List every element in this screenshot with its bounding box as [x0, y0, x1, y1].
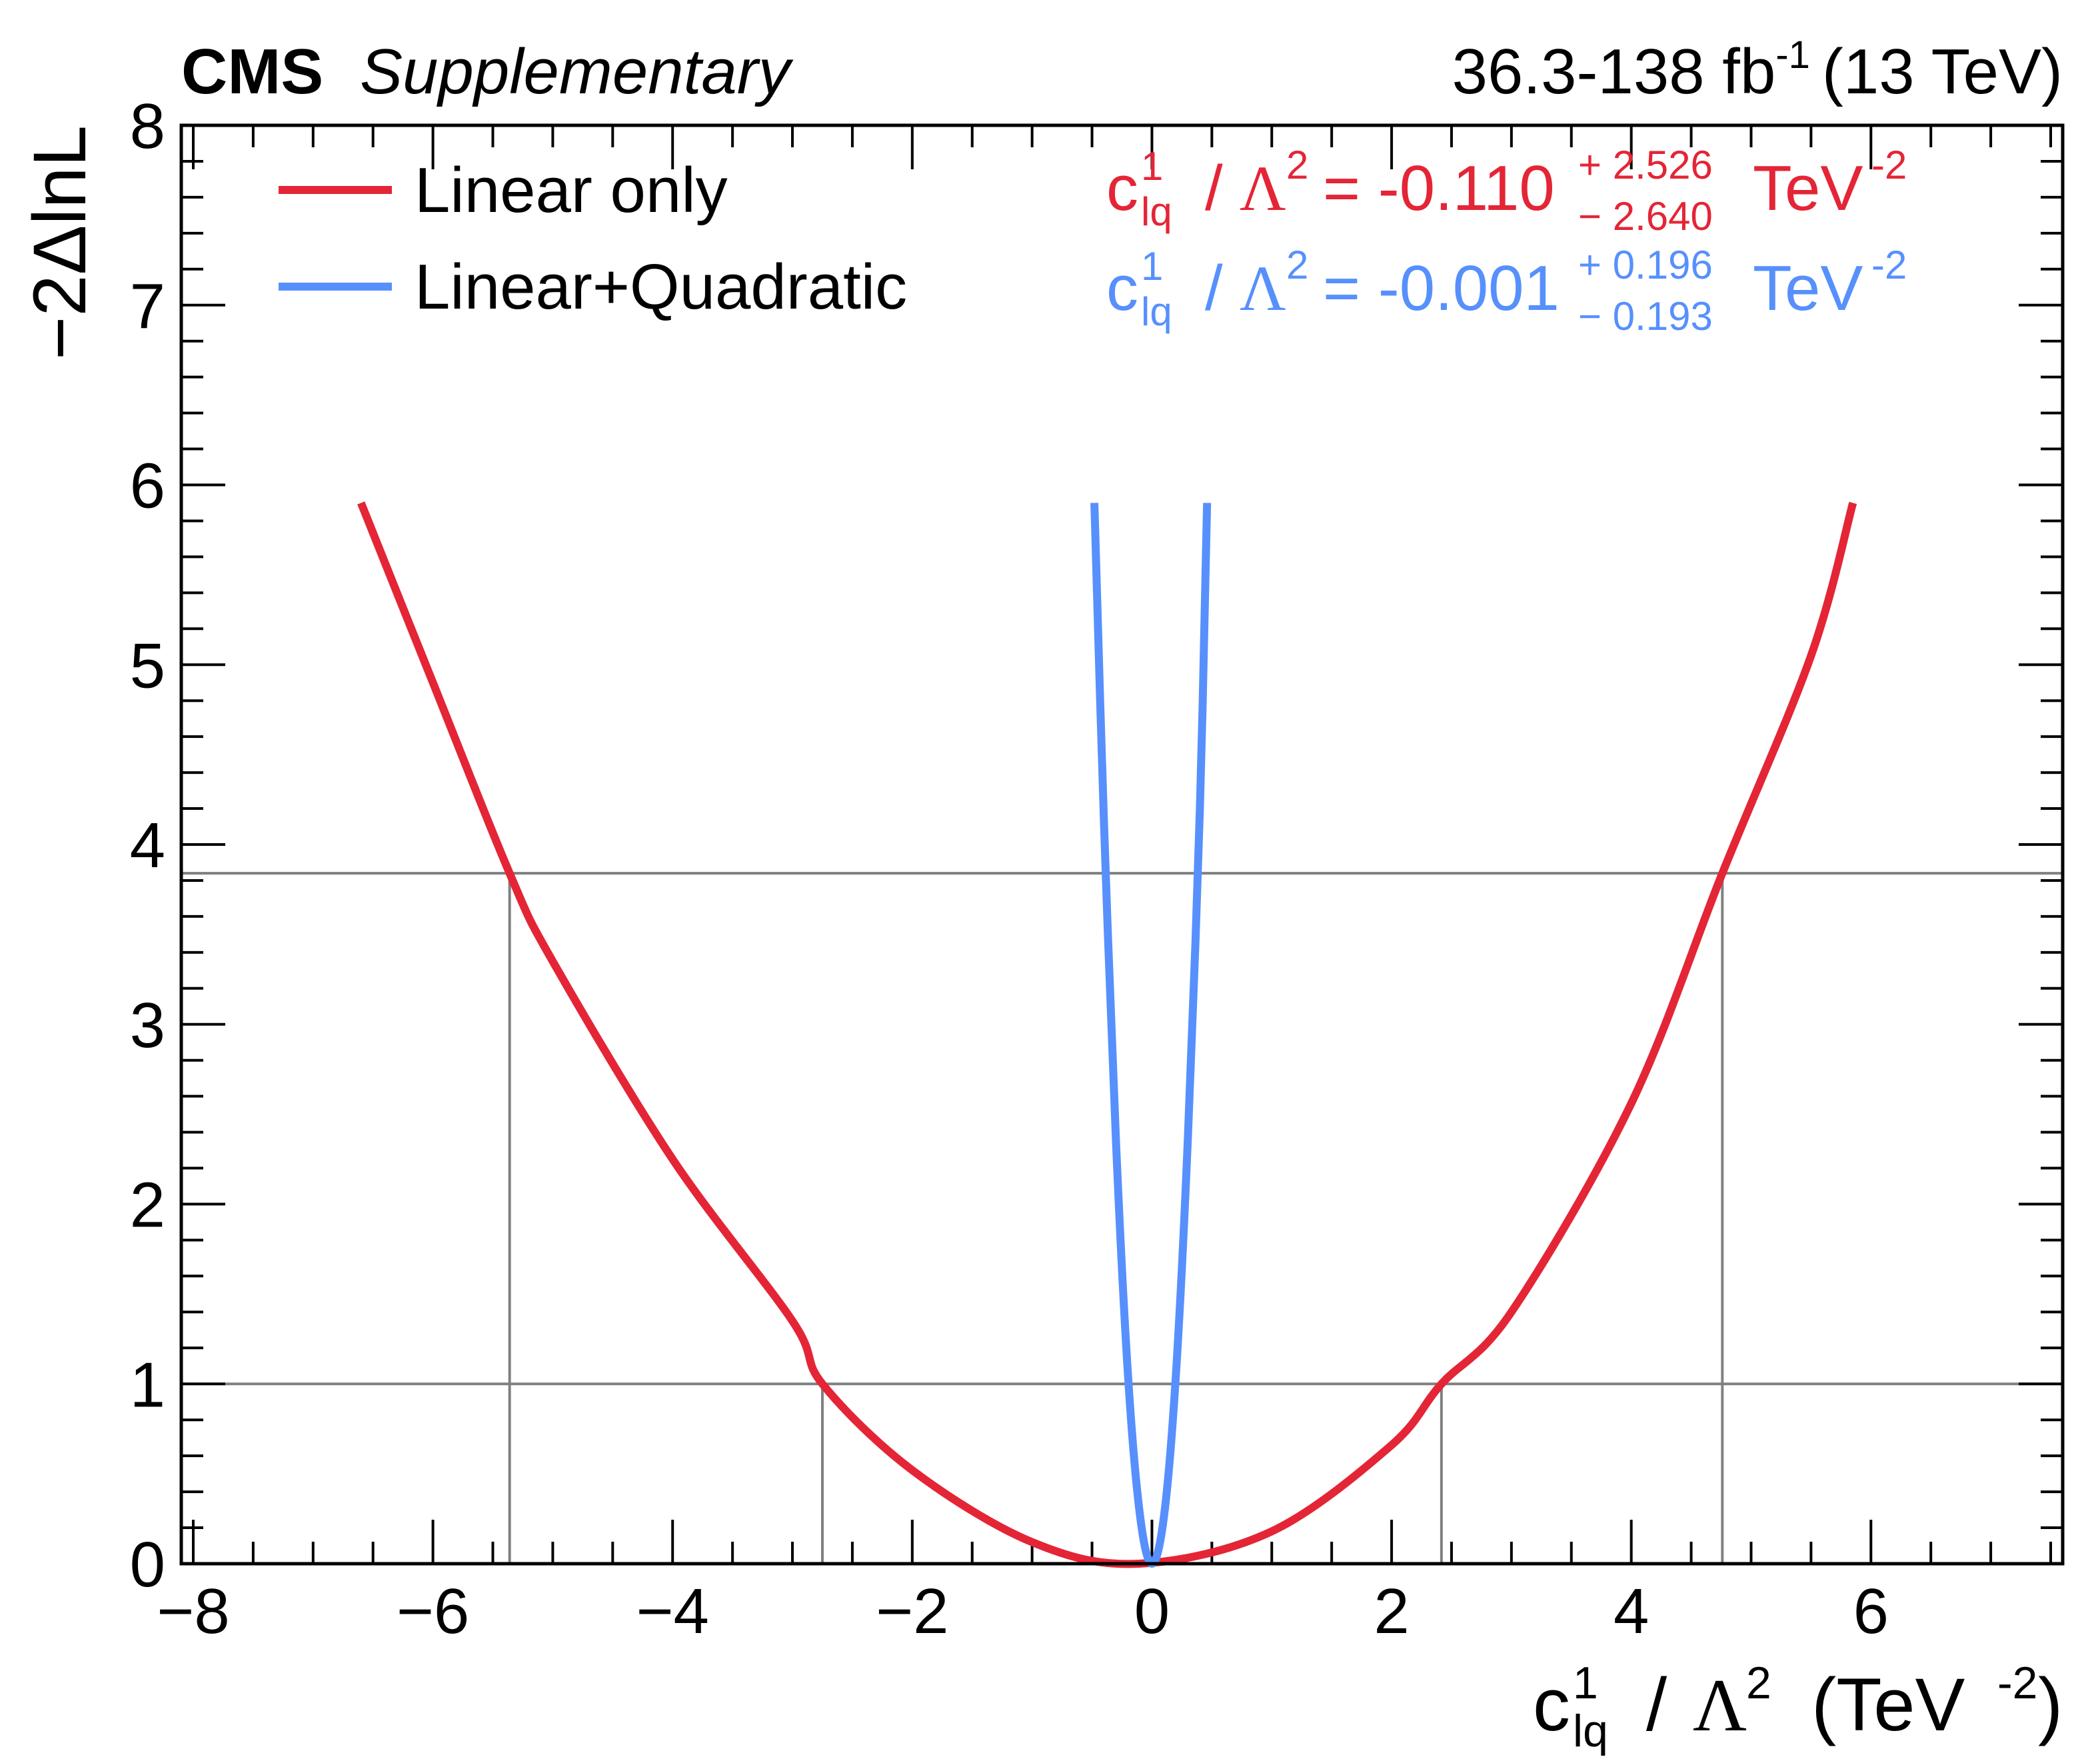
result-coef: c [1106, 153, 1138, 224]
supplementary-label: Supplementary [360, 36, 794, 107]
result-lambda-power: 2 [1286, 243, 1308, 287]
y-tick-label: 1 [130, 1349, 165, 1420]
axis-ticks [181, 124, 2063, 1565]
result-down-error: − 2.640 [1578, 194, 1713, 239]
x-label-lambda-power: 2 [1746, 1658, 1771, 1708]
y-axis-label: −2ΔlnL [18, 125, 101, 360]
result-coef: c [1106, 253, 1138, 324]
legend: Linear only Linear+Quadratic [279, 155, 907, 323]
y-tick-label: 7 [130, 271, 165, 342]
series-line-linear-quadratic [1090, 503, 1212, 1568]
fit-result-linear: c 1 lq / Λ 2 = -0.110 + 2.526 − 2.640 Te… [1106, 143, 1907, 239]
y-tick-label: 0 [130, 1529, 165, 1600]
result-lambda-power: 2 [1286, 143, 1308, 187]
result-lambda: Λ [1240, 253, 1286, 324]
x-tick-label: −2 [876, 1576, 948, 1647]
lumi-energy-label: 36.3-138 fb-1 (13 TeV) [1452, 33, 2063, 107]
result-unit-exponent: -2 [1871, 143, 1907, 187]
x-label-sup: 1 [1573, 1658, 1598, 1708]
y-tick-label: 8 [130, 91, 165, 162]
y-tick-label: 4 [130, 810, 165, 881]
y-tick-label: 5 [130, 630, 165, 701]
result-value: = -0.110 [1323, 153, 1555, 224]
result-sub: lq [1141, 289, 1172, 334]
energy-label: (13 TeV) [1822, 36, 2063, 107]
x-label-slash: / [1646, 1663, 1667, 1746]
reference-lines [181, 872, 2063, 1564]
result-slash: / [1205, 153, 1223, 224]
result-unit: TeV [1753, 253, 1863, 324]
experiment-label: CMS [181, 36, 323, 107]
fit-result-quadratic: c 1 lq / Λ 2 = -0.001 + 0.196 − 0.193 Te… [1106, 243, 1907, 339]
result-sup: 1 [1141, 244, 1163, 289]
result-unit: TeV [1753, 153, 1863, 224]
x-label-unit: (TeV [1811, 1663, 1965, 1746]
plot-frame [179, 123, 2065, 1566]
x-label-unit-exponent: -2 [1997, 1658, 2037, 1708]
legend-label-quadratic: Linear+Quadratic [415, 251, 907, 323]
x-tick-label: 2 [1374, 1576, 1409, 1647]
series-curves [357, 501, 1857, 1568]
result-lambda: Λ [1240, 153, 1286, 224]
y-tick-label: 6 [130, 451, 165, 522]
x-label-lambda: Λ [1693, 1664, 1747, 1747]
y-tick-labels: 0 1 2 3 4 5 6 7 8 [130, 91, 165, 1600]
result-sub: lq [1141, 189, 1172, 234]
result-value: = -0.001 [1323, 253, 1560, 324]
result-down-error: − 0.193 [1578, 294, 1713, 339]
series-line-linear-only [357, 501, 1857, 1568]
svg-text:c: c [1106, 153, 1138, 224]
x-label-sub: lq [1573, 1706, 1608, 1756]
x-tick-label: 6 [1853, 1576, 1889, 1647]
y-tick-label: 2 [130, 1170, 165, 1241]
result-slash: / [1205, 253, 1223, 324]
y-tick-label: 3 [130, 990, 165, 1061]
x-label-close: ) [2038, 1663, 2063, 1746]
x-tick-label: 4 [1613, 1576, 1649, 1647]
result-up-error: + 0.196 [1578, 243, 1713, 287]
lumi-exponent: -1 [1775, 33, 1810, 77]
x-label-coef: c [1533, 1663, 1570, 1746]
result-unit-exponent: -2 [1871, 243, 1907, 287]
x-tick-label: −6 [397, 1576, 469, 1647]
x-tick-labels: −8 −6 −4 −2 0 2 4 6 [157, 1576, 1889, 1647]
result-up-error: + 2.526 [1578, 143, 1713, 187]
lumi-value: 36.3-138 fb [1452, 36, 1776, 107]
x-axis-label: c 1 lq / Λ 2 (TeV -2 ) [1533, 1658, 2063, 1756]
legend-label-linear: Linear only [415, 155, 728, 226]
x-tick-label: 0 [1134, 1576, 1170, 1647]
result-sup: 1 [1141, 144, 1163, 189]
x-tick-label: −4 [636, 1576, 708, 1647]
x-tick-label: −8 [157, 1576, 229, 1647]
